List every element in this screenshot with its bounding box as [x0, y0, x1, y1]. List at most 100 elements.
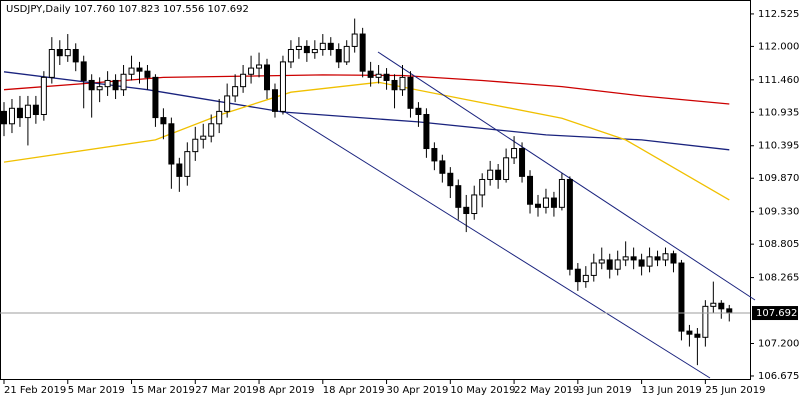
candle-body: [216, 110, 223, 125]
candle-body: [208, 123, 215, 137]
candle-body: [646, 256, 653, 267]
candle-body: [224, 95, 231, 112]
candle-body: [375, 73, 382, 78]
candle-body: [702, 305, 709, 338]
candle-body: [16, 107, 23, 119]
candle-body: [423, 113, 430, 150]
candle-body: [558, 178, 565, 208]
candle-body: [327, 42, 334, 51]
x-tick-label: 21 Feb 2019: [4, 385, 66, 396]
candle-body: [40, 76, 47, 115]
candle-body: [367, 70, 374, 78]
candle-body: [120, 73, 127, 91]
candle-body: [160, 117, 167, 125]
candle-body: [256, 64, 263, 69]
candle-body: [271, 89, 278, 112]
candle-body: [582, 274, 589, 283]
candle-body: [319, 42, 326, 51]
candle-body: [542, 197, 549, 208]
candle-body: [622, 256, 629, 261]
candle-body: [511, 148, 518, 159]
candle-body: [455, 185, 462, 208]
candle-body: [72, 49, 79, 63]
candle-body: [240, 73, 247, 88]
candle-body: [32, 104, 39, 115]
candle-body: [24, 104, 31, 119]
candle-body: [168, 123, 175, 165]
candle-body: [359, 33, 366, 72]
candle-body: [463, 206, 470, 215]
candle-body: [88, 79, 95, 91]
x-tick-label: 30 Apr 2019: [387, 385, 449, 396]
candle-body: [550, 197, 557, 208]
candle-body: [519, 148, 526, 177]
candle-body: [527, 175, 534, 205]
candle-body: [598, 259, 605, 264]
candle-body: [232, 86, 239, 97]
last-price-box: [752, 306, 798, 321]
channel-lines: [284, 51, 756, 379]
candle-body: [590, 262, 597, 276]
y-tick-label: 109.870: [758, 173, 799, 184]
y-tick-label: 112.525: [758, 9, 799, 20]
plot-frame: [0, 0, 751, 380]
channel-upper: [377, 51, 756, 301]
candle-body: [710, 302, 717, 307]
candle-body: [487, 169, 494, 180]
x-tick-label: 3 Jun 2019: [578, 385, 632, 396]
candle-body: [479, 178, 486, 196]
candle-body: [56, 49, 63, 57]
candle-body: [495, 169, 502, 180]
x-tick-label: 13 Jun 2019: [642, 385, 702, 396]
candle-body: [303, 45, 310, 54]
candle-body: [8, 107, 15, 125]
candle-body: [662, 253, 669, 261]
y-tick-label: 110.395: [758, 141, 799, 152]
y-tick-label: 110.935: [758, 107, 799, 118]
y-tick-label: 108.805: [758, 239, 799, 250]
candle-body: [606, 259, 613, 270]
candle-body: [391, 79, 398, 91]
candle-body: [503, 157, 510, 180]
candle-body: [670, 253, 677, 264]
candle-body: [295, 45, 302, 51]
candle-body: [694, 333, 701, 338]
candle-body: [351, 33, 358, 47]
x-tick-label: 8 Apr 2019: [259, 385, 314, 396]
x-tick-label: 27 Mar 2019: [195, 385, 258, 396]
candle-body: [287, 49, 294, 63]
y-tick-label: 111.460: [758, 75, 799, 86]
candle-body: [80, 61, 87, 81]
x-tick-label: 5 Mar 2019: [68, 385, 125, 396]
candle-body: [335, 49, 342, 63]
candle-body: [96, 86, 103, 91]
y-tick-label: 107.200: [758, 338, 799, 349]
candle-body: [136, 67, 143, 72]
candle-body: [152, 76, 159, 119]
y-tick-label: 109.330: [758, 207, 799, 218]
x-tick-label: 25 Jun 2019: [705, 385, 765, 396]
candle-body: [311, 49, 318, 54]
candle-body: [200, 135, 207, 140]
channel-lower: [284, 111, 711, 379]
y-tick-label: 106.675: [758, 371, 799, 382]
candle-body: [279, 61, 286, 112]
y-tick-label: 112.000: [758, 41, 799, 52]
candle-body: [471, 194, 478, 215]
candle-body: [431, 148, 438, 162]
candle-body: [534, 203, 541, 208]
candle-body: [264, 64, 271, 91]
candle-body: [128, 67, 135, 75]
candle-body: [184, 151, 191, 177]
candle-body: [248, 67, 255, 75]
x-tick-label: 10 May 2019: [450, 385, 515, 396]
candle-body: [686, 330, 693, 335]
candle-body: [439, 160, 446, 174]
candle-body: [447, 172, 454, 187]
candle-body: [678, 262, 685, 332]
candle-body: [614, 259, 621, 270]
last-price-label: 107.692: [756, 308, 797, 319]
x-tick-label: 18 Apr 2019: [323, 385, 385, 396]
